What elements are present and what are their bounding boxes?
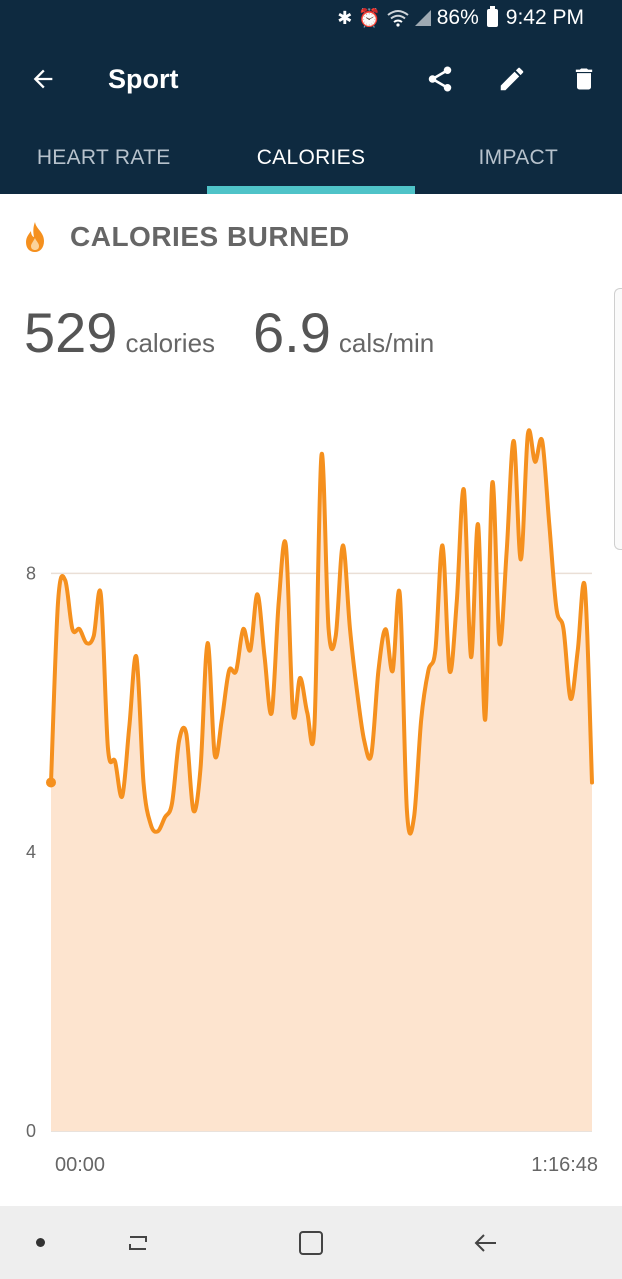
flame-icon — [26, 222, 44, 252]
calories-series-line — [49, 428, 594, 836]
status-bar: ✱ ⏰ 86% 9:42 PM — [0, 0, 622, 36]
calorie-rate-unit: cals/min — [338, 328, 435, 358]
nav-dot — [32, 1206, 48, 1279]
clock: 9:42 PM — [505, 6, 584, 29]
delete-button[interactable] — [548, 36, 620, 122]
calorie-stats: 529 calories 6.9 cals/min — [24, 300, 434, 365]
page-title: Sport — [108, 63, 179, 94]
recent-apps-button[interactable] — [112, 1206, 164, 1279]
edge-panel-handle[interactable] — [614, 288, 622, 550]
calories-chart: 0 4 8 00:00 1:16:48 — [26, 428, 598, 1176]
wifi-icon — [387, 10, 409, 27]
tab-bar: HEART RATE CALORIES IMPACT — [0, 122, 622, 194]
back-button[interactable] — [0, 36, 86, 122]
share-button[interactable] — [404, 36, 476, 122]
x-axis-start-label: 00:00 — [55, 1154, 105, 1176]
edit-icon — [500, 67, 524, 91]
total-calories-unit: calories — [125, 328, 216, 358]
back-icon — [474, 1233, 496, 1252]
signal-icon — [414, 10, 431, 26]
calorie-rate-value: 6.9 — [253, 301, 331, 364]
alarm-icon: ⏰ — [358, 8, 381, 28]
section-header: CALORIES BURNED — [22, 220, 350, 254]
battery-icon — [486, 6, 498, 27]
app-bar: Sport — [0, 36, 622, 122]
delete-icon — [575, 68, 593, 90]
battery-percent: 86% — [436, 6, 479, 29]
system-nav-bar — [0, 1206, 622, 1279]
arrow-back-icon — [33, 69, 53, 89]
y-tick-label-4: 4 — [26, 842, 36, 862]
tab-impact[interactable]: IMPACT — [478, 146, 559, 169]
share-icon — [428, 66, 452, 92]
bluetooth-icon: ✱ — [337, 8, 353, 28]
tab-calories[interactable]: CALORIES — [207, 122, 415, 194]
x-axis-end-label: 1:16:48 — [531, 1154, 598, 1176]
y-tick-label-0: 0 — [26, 1121, 36, 1141]
home-icon — [299, 1230, 323, 1255]
back-nav-button[interactable] — [460, 1206, 512, 1279]
series-start-point — [46, 777, 56, 788]
tab-heart-rate[interactable]: HEART RATE — [36, 146, 171, 169]
home-button[interactable] — [285, 1206, 337, 1279]
section-title: CALORIES BURNED — [70, 221, 350, 252]
calories-area-fill — [51, 430, 592, 1131]
total-calories-value: 529 — [24, 301, 118, 364]
y-tick-label-8: 8 — [26, 563, 36, 583]
edit-button[interactable] — [476, 36, 548, 122]
recent-apps-icon — [129, 1235, 147, 1250]
